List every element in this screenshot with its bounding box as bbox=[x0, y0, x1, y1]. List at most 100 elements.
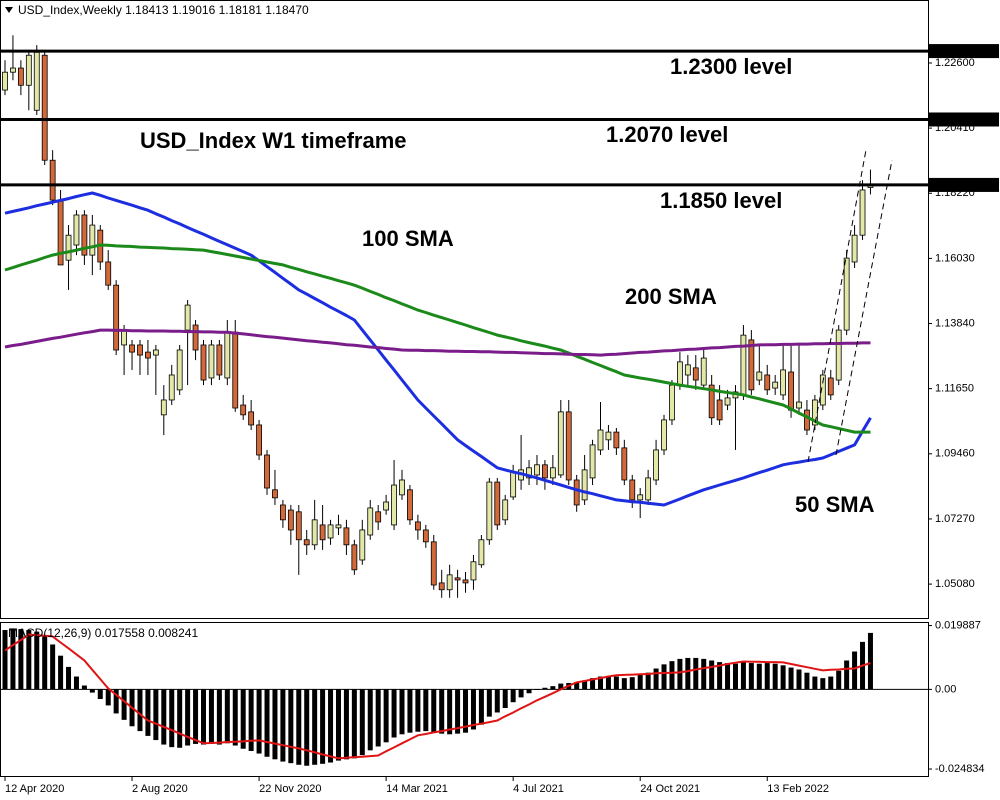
candle-body bbox=[232, 331, 239, 409]
macd-header: MACD(12,26,9) 0.017558 0.008241 bbox=[8, 626, 198, 640]
signal-line bbox=[4, 633, 871, 760]
candle-body bbox=[835, 329, 842, 381]
macd-bar bbox=[812, 676, 818, 690]
candle-body bbox=[391, 484, 397, 526]
candle-body bbox=[2, 71, 8, 91]
candle-body bbox=[25, 54, 32, 86]
macd-bar bbox=[788, 667, 794, 690]
macd-bar bbox=[177, 689, 183, 748]
level-tag-label: 1.20700 bbox=[935, 113, 975, 125]
macd-bar bbox=[26, 630, 32, 690]
y-tick-label: 1.13840 bbox=[935, 317, 975, 329]
y-tick-label: 1.07270 bbox=[935, 513, 975, 525]
macd-bar bbox=[407, 689, 413, 733]
y-tick-label: 1.22600 bbox=[935, 57, 975, 69]
macd-bar bbox=[169, 689, 175, 748]
macd-bar bbox=[582, 680, 588, 690]
candle-body bbox=[430, 541, 437, 586]
candle-body bbox=[224, 331, 231, 379]
candle-body bbox=[653, 449, 659, 481]
candle-body bbox=[494, 481, 501, 526]
candle-body bbox=[240, 404, 247, 416]
macd-bar bbox=[844, 660, 850, 690]
macd-bar bbox=[343, 689, 349, 760]
candle-body bbox=[33, 51, 40, 111]
macd-bar bbox=[820, 678, 826, 690]
macd-bar bbox=[661, 664, 667, 690]
macd-bar bbox=[613, 676, 619, 690]
candle-body bbox=[121, 329, 127, 346]
candle-body bbox=[351, 544, 358, 571]
candle-body bbox=[589, 444, 596, 479]
macd-bar bbox=[780, 665, 786, 690]
macd-bar bbox=[748, 663, 754, 690]
candle-body bbox=[65, 234, 72, 261]
candle-body bbox=[383, 501, 390, 511]
candle-body bbox=[470, 561, 477, 581]
macd-bar bbox=[732, 663, 738, 690]
macd-bar bbox=[288, 689, 294, 764]
candle-body bbox=[327, 524, 334, 539]
candle-body bbox=[462, 579, 469, 584]
macd-bar bbox=[534, 689, 540, 691]
candle-body bbox=[788, 371, 794, 411]
candle-body bbox=[486, 481, 493, 541]
candle-body bbox=[295, 511, 302, 541]
candle-body bbox=[105, 261, 112, 286]
macd-bar bbox=[280, 689, 286, 762]
candle-body bbox=[605, 431, 612, 441]
candle-body bbox=[137, 344, 143, 356]
candle-body bbox=[422, 529, 429, 543]
candle-body bbox=[375, 511, 382, 523]
macd-bar bbox=[304, 689, 310, 766]
candle-body bbox=[827, 377, 834, 396]
candle-body bbox=[843, 257, 850, 331]
candle-body bbox=[152, 349, 159, 356]
candle-body bbox=[256, 424, 262, 456]
macd-bar bbox=[637, 674, 643, 690]
candle-body bbox=[264, 454, 270, 489]
candle-body bbox=[319, 524, 326, 541]
level-tag bbox=[929, 112, 999, 127]
macd-bar bbox=[208, 689, 214, 744]
candle-body bbox=[629, 479, 636, 501]
macd-bar bbox=[701, 658, 707, 690]
macd-bar bbox=[264, 689, 270, 757]
candle-body bbox=[73, 214, 80, 246]
macd-bar bbox=[653, 668, 659, 690]
x-tick-label: 2 Aug 2020 bbox=[132, 783, 188, 795]
macd-bar bbox=[248, 689, 254, 751]
candle-body bbox=[303, 539, 310, 546]
macd-bar bbox=[272, 689, 278, 760]
candle-body bbox=[557, 411, 564, 476]
price-panel-frame bbox=[0, 0, 929, 619]
macd-bar bbox=[145, 689, 151, 736]
macd-bar bbox=[836, 670, 842, 690]
candle-body bbox=[446, 574, 453, 591]
candle-body bbox=[597, 429, 604, 451]
macd-bar bbox=[256, 689, 262, 754]
x-tick-label: 4 Jul 2021 bbox=[513, 783, 564, 795]
x-tick-label: 12 Apr 2020 bbox=[5, 783, 64, 795]
x-tick-label: 22 Nov 2020 bbox=[259, 783, 321, 795]
macd-bar bbox=[185, 689, 191, 746]
macd-bar bbox=[296, 689, 302, 765]
macd-bar bbox=[383, 689, 389, 743]
sma-line bbox=[4, 243, 871, 434]
chart-header: USD_Index,Weekly 1.18413 1.19016 1.18181… bbox=[18, 3, 309, 17]
macd-bar bbox=[685, 657, 691, 690]
candle-body bbox=[81, 214, 88, 256]
macd-bar bbox=[669, 661, 675, 690]
macd-bar bbox=[486, 689, 492, 717]
candle-body bbox=[502, 499, 509, 521]
candle-body bbox=[613, 431, 620, 449]
macd-bar bbox=[510, 689, 516, 703]
macd-bar bbox=[2, 630, 8, 690]
candle-body bbox=[216, 344, 223, 376]
candle-body bbox=[756, 371, 763, 381]
candle-body bbox=[192, 324, 199, 351]
candle-body bbox=[534, 464, 540, 476]
macd-bar bbox=[367, 689, 373, 751]
candle-body bbox=[581, 469, 588, 501]
candle-body bbox=[17, 67, 24, 86]
